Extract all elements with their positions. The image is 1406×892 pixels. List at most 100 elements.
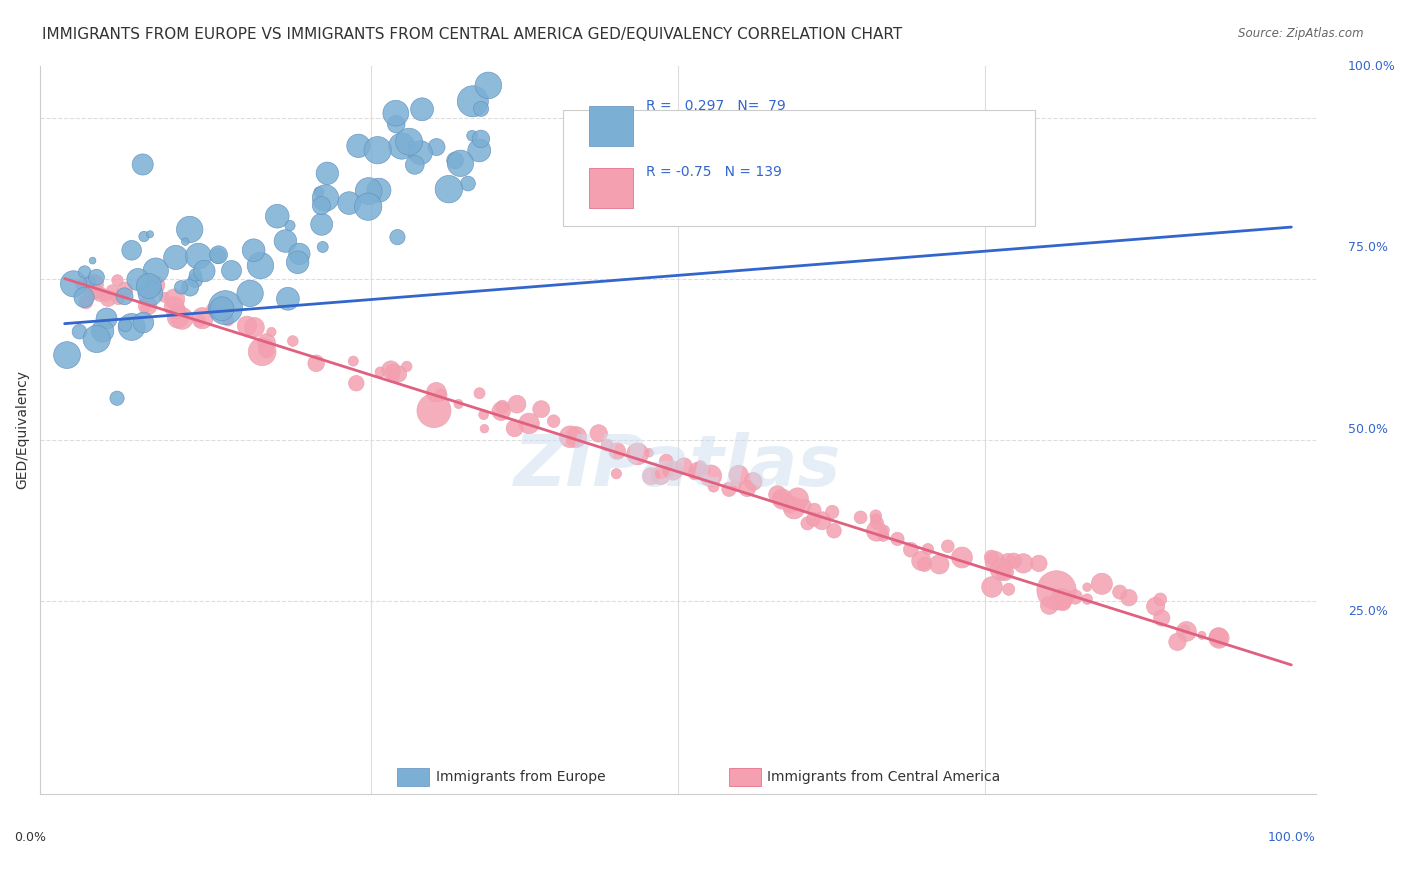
Point (344, 376, 367, 391)
Point (380, 363, 402, 377)
Y-axis label: GED/Equivalency: GED/Equivalency (15, 370, 30, 490)
Point (658, 464, 681, 478)
Point (596, 438, 619, 452)
Point (136, 299, 159, 313)
Point (472, 408, 495, 422)
Point (650, 468, 672, 483)
Point (786, 491, 808, 506)
Point (311, 217, 333, 231)
Point (342, 354, 364, 368)
Point (382, 369, 405, 384)
Point (217, 313, 239, 327)
Point (207, 248, 229, 262)
Point (84, 284, 107, 298)
Point (474, 422, 496, 436)
Point (367, 143, 389, 157)
Point (1175, 624, 1198, 639)
Text: 25.0%: 25.0% (1348, 606, 1388, 618)
Point (236, 318, 259, 333)
Point (686, 463, 709, 477)
Point (689, 459, 711, 474)
Point (281, 334, 304, 348)
Point (672, 459, 695, 474)
Point (470, 132, 492, 146)
Point (315, 191, 337, 205)
Point (997, 582, 1019, 597)
Point (409, 145, 432, 160)
Point (699, 468, 721, 483)
Point (243, 320, 266, 334)
Point (132, 316, 155, 330)
Point (423, 403, 446, 417)
Point (468, 386, 491, 401)
Point (928, 558, 950, 572)
Point (163, 292, 186, 306)
Point (278, 219, 301, 233)
Point (793, 499, 815, 513)
Point (411, 103, 433, 117)
Point (256, 335, 278, 350)
Point (249, 259, 271, 273)
Point (849, 510, 872, 524)
Point (337, 196, 360, 211)
Point (457, 177, 479, 191)
Point (139, 286, 162, 301)
Point (693, 463, 716, 477)
Point (803, 503, 825, 517)
Point (357, 200, 380, 214)
Point (214, 301, 236, 315)
FancyBboxPatch shape (564, 110, 1035, 227)
Point (823, 524, 845, 538)
Point (717, 483, 740, 497)
Point (80, 285, 103, 299)
Point (127, 272, 149, 286)
Point (256, 343, 278, 357)
Point (191, 311, 214, 326)
Point (1028, 557, 1050, 571)
Point (184, 268, 207, 282)
Point (910, 554, 932, 568)
Point (588, 426, 610, 441)
Point (506, 397, 529, 411)
Point (288, 247, 311, 261)
Point (638, 446, 661, 460)
Point (382, 364, 405, 378)
Point (305, 356, 328, 370)
Point (1038, 599, 1060, 613)
Point (250, 344, 273, 359)
Point (1076, 592, 1098, 607)
Point (145, 278, 167, 293)
Point (70, 278, 93, 293)
Point (1045, 583, 1067, 598)
Point (368, 183, 391, 197)
Point (242, 244, 264, 258)
Point (796, 516, 818, 531)
Point (865, 512, 887, 526)
Point (503, 421, 526, 435)
Point (79, 275, 101, 289)
Point (640, 469, 662, 483)
FancyBboxPatch shape (589, 168, 633, 208)
Point (683, 467, 706, 481)
Point (447, 397, 470, 411)
Point (187, 249, 209, 263)
Point (368, 365, 391, 379)
Point (188, 314, 211, 328)
Point (917, 542, 939, 557)
Point (1166, 635, 1188, 649)
Point (312, 240, 335, 254)
Point (425, 385, 447, 400)
Point (1050, 592, 1073, 607)
FancyBboxPatch shape (589, 106, 633, 146)
Point (174, 235, 197, 249)
Point (437, 182, 460, 196)
Text: ZIPatlas: ZIPatlas (515, 432, 842, 500)
Point (135, 282, 157, 296)
Point (724, 479, 747, 493)
Text: 75.0%: 75.0% (1348, 242, 1388, 254)
Point (139, 227, 162, 242)
Point (221, 263, 243, 277)
Point (477, 78, 499, 93)
Point (201, 302, 224, 317)
Point (980, 550, 1002, 565)
